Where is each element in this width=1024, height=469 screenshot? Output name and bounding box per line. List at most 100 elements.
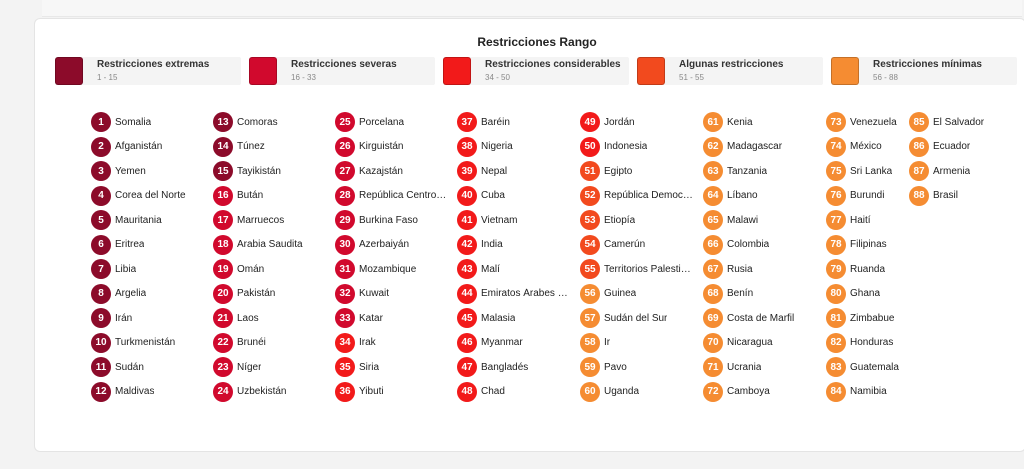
country-item: 84 Namibia xyxy=(826,381,887,402)
country-item: 2 Afganistán xyxy=(91,136,163,157)
country-item: 18 Arabia Saudita xyxy=(213,234,303,255)
country-name: Porcelana xyxy=(359,116,405,128)
country-name: Mozambique xyxy=(359,263,417,275)
country-name: Eritrea xyxy=(115,239,145,250)
rank-badge: 19 xyxy=(213,259,233,279)
rank-badge: 16 xyxy=(213,185,233,206)
country-name: Ghana xyxy=(850,288,881,299)
country-item: 77 Haití xyxy=(826,210,871,230)
country-name: Katar xyxy=(359,312,383,324)
rank-badge: 59 xyxy=(580,357,600,377)
country-name: Tanzania xyxy=(727,165,768,177)
rank-badge: 72 xyxy=(703,381,723,402)
country-name: Vietnam xyxy=(481,214,518,226)
rank-badge: 8 xyxy=(91,283,111,304)
country-name: Guatemala xyxy=(850,361,899,373)
country-name: Malí xyxy=(481,263,500,275)
country-name: Armenia xyxy=(933,165,971,177)
legend-range: 34 - 50 xyxy=(485,73,510,82)
legend-swatch xyxy=(637,57,665,85)
legend-range: 51 - 55 xyxy=(679,73,704,82)
country-item: 27 Kazajstán xyxy=(335,161,403,181)
country-item: 19 Omán xyxy=(213,259,264,279)
country-item: 80 Ghana xyxy=(826,283,881,304)
rank-badge: 68 xyxy=(703,283,723,304)
country-name: Sri Lanka xyxy=(850,165,893,177)
country-name: República Democ… xyxy=(604,190,693,201)
rank-badge: 62 xyxy=(703,136,723,157)
country-name: Kirguistán xyxy=(359,141,404,152)
legend-item-4: Algunas restricciones 51 - 55 xyxy=(637,57,823,85)
country-name: Kazajstán xyxy=(359,165,403,177)
country-item: 33 Katar xyxy=(335,308,383,328)
country-item: 53 Etiopía xyxy=(580,210,635,230)
rank-badge: 1 xyxy=(91,112,111,132)
country-item: 85 El Salvador xyxy=(909,112,984,132)
country-name: Colombia xyxy=(727,239,770,250)
legend-item-2: Restricciones severas 16 - 33 xyxy=(249,57,435,85)
rank-badge: 86 xyxy=(909,136,929,157)
country-item: 59 Pavo xyxy=(580,357,627,377)
country-name: Burkina Faso xyxy=(359,214,418,226)
rank-badge: 75 xyxy=(826,161,846,181)
country-item: 17 Marruecos xyxy=(213,210,284,230)
rank-badge: 46 xyxy=(457,332,477,353)
country-item: 4 Corea del Norte xyxy=(91,185,186,206)
country-name: Ecuador xyxy=(933,141,971,152)
rank-badge: 15 xyxy=(213,161,233,181)
country-item: 76 Burundi xyxy=(826,185,884,206)
country-name: Namibia xyxy=(850,386,887,397)
country-name: Malawi xyxy=(727,214,759,226)
country-name: Libia xyxy=(115,263,137,275)
country-name: Honduras xyxy=(850,337,894,348)
country-name: México xyxy=(850,141,882,152)
country-name: Pavo xyxy=(604,361,627,373)
rank-badge: 24 xyxy=(213,381,233,402)
country-name: Sudán del Sur xyxy=(604,312,668,324)
country-item: 36 Yibuti xyxy=(335,381,384,402)
country-item: 25 Porcelana xyxy=(335,112,404,132)
rank-badge: 2 xyxy=(91,136,111,157)
rank-badge: 45 xyxy=(457,308,477,328)
rank-badge: 47 xyxy=(457,357,477,377)
country-name: Egipto xyxy=(604,165,633,177)
rank-badge: 39 xyxy=(457,161,477,181)
country-item: 21 Laos xyxy=(213,308,259,328)
legend-swatch xyxy=(55,57,83,85)
country-item: 22 Brunéi xyxy=(213,332,266,353)
country-item: 70 Nicaragua xyxy=(703,332,773,353)
rank-badge: 76 xyxy=(826,185,846,206)
country-item: 57 Sudán del Sur xyxy=(580,308,667,328)
country-name: Etiopía xyxy=(604,214,636,226)
country-item: 28 República Centro… xyxy=(335,185,446,206)
country-name: Mauritania xyxy=(115,214,162,226)
country-name: Ruanda xyxy=(850,263,886,275)
country-name: Nepal xyxy=(481,165,508,177)
country-name: Rusia xyxy=(727,263,753,275)
rank-badge: 28 xyxy=(335,185,355,206)
country-item: 48 Chad xyxy=(457,381,505,402)
legend-label: Restricciones considerables xyxy=(485,59,621,70)
country-item: 44 Emiratos Árabes … xyxy=(457,283,568,304)
country-item: 45 Malasia xyxy=(457,308,515,328)
country-name: Afganistán xyxy=(115,141,163,152)
country-name: Chad xyxy=(481,386,505,397)
rank-badge: 31 xyxy=(335,259,355,279)
country-item: 74 México xyxy=(826,136,882,157)
country-name: Venezuela xyxy=(850,116,897,128)
legend-range: 1 - 15 xyxy=(97,73,118,82)
country-item: 63 Tanzania xyxy=(703,161,767,181)
country-item: 1 Somalia xyxy=(91,112,151,132)
rank-badge: 48 xyxy=(457,381,477,402)
country-name: Camboya xyxy=(727,386,770,397)
country-item: 61 Kenia xyxy=(703,112,753,132)
rank-badge: 79 xyxy=(826,259,846,279)
country-item: 73 Venezuela xyxy=(826,112,897,132)
country-item: 16 Bután xyxy=(213,185,263,206)
country-name: Brunéi xyxy=(237,337,266,348)
legend-swatch xyxy=(443,57,471,85)
country-name: Turkmenistán xyxy=(115,337,176,348)
rank-badge: 58 xyxy=(580,332,600,353)
country-item: 81 Zimbabue xyxy=(826,308,894,328)
rank-badge: 7 xyxy=(91,259,111,279)
